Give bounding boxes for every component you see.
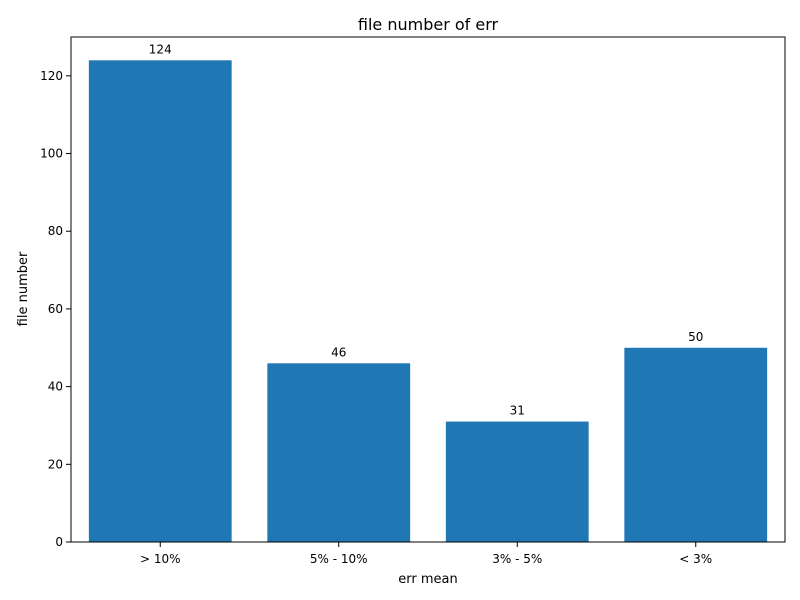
plot-frame: [70, 36, 786, 543]
bar: [267, 363, 411, 542]
bar-value-label: 50: [688, 330, 703, 344]
x-axis-label: err mean: [398, 572, 457, 587]
y-tick-label: 120: [40, 69, 63, 83]
x-tick-label: > 10%: [140, 552, 181, 566]
bar: [88, 60, 232, 543]
y-axis-label: file number: [16, 251, 31, 326]
plot-area: 124 46 31 50 0 20 40 60 80 100 120 > 10% 5% - 10% 3% …: [40, 36, 786, 566]
y-tick-label: 0: [55, 535, 63, 549]
y-tick-label: 40: [48, 380, 63, 394]
y-tick-label: 20: [48, 457, 63, 471]
chart-title: file number of err: [358, 15, 499, 34]
bar-value-label: 31: [510, 404, 525, 418]
y-tick-label: 100: [40, 147, 63, 161]
x-tick-label: < 3%: [679, 552, 712, 566]
bar: [624, 347, 768, 542]
bar: [445, 421, 589, 542]
y-tick-label: 80: [48, 224, 63, 238]
bar-value-label: 124: [149, 42, 172, 56]
x-tick-label: 3% - 5%: [492, 552, 542, 566]
x-tick-label: 5% - 10%: [310, 552, 368, 566]
y-tick-label: 60: [48, 302, 63, 316]
bar-value-label: 46: [331, 345, 346, 359]
